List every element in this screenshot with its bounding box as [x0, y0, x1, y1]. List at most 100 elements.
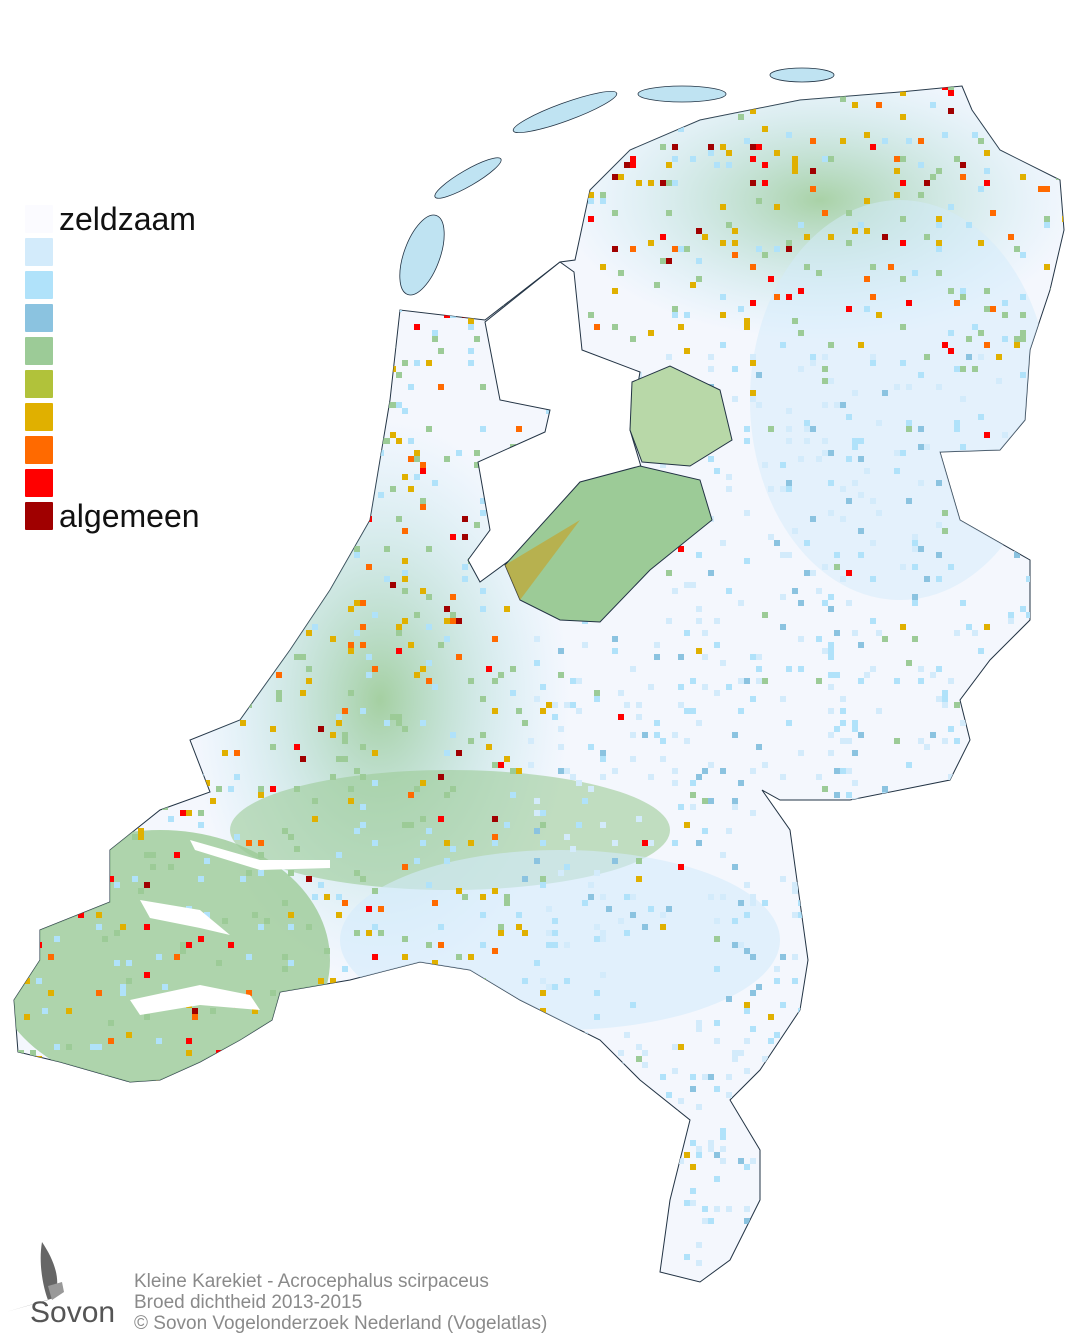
density-cell	[702, 234, 708, 240]
density-cell	[114, 882, 120, 888]
density-cell	[438, 1164, 444, 1170]
density-cell	[600, 756, 606, 762]
density-cell	[954, 1026, 960, 1032]
density-cell	[198, 372, 204, 378]
density-cell	[540, 810, 546, 816]
density-cell	[984, 1140, 990, 1146]
density-cell	[294, 744, 300, 750]
density-cell	[102, 624, 108, 630]
density-cell	[252, 114, 258, 120]
density-cell	[114, 1110, 120, 1116]
density-cell	[1026, 438, 1032, 444]
density-cell	[1044, 264, 1050, 270]
density-cell	[744, 318, 750, 324]
density-cell	[624, 1122, 630, 1128]
density-cell	[996, 900, 1002, 906]
density-cell	[60, 192, 66, 198]
density-cell	[768, 1116, 774, 1122]
density-cell	[750, 264, 756, 270]
density-cell	[588, 1050, 594, 1056]
density-cell	[390, 582, 396, 588]
density-cell	[822, 564, 828, 570]
density-cell	[984, 624, 990, 630]
density-cell	[450, 1116, 456, 1122]
density-cell	[732, 798, 738, 804]
density-cell	[546, 1182, 552, 1188]
density-cell	[384, 258, 390, 264]
density-cell	[1068, 996, 1074, 1002]
density-cell	[918, 426, 924, 432]
density-cell	[492, 996, 498, 1002]
density-cell	[498, 924, 504, 930]
density-cell	[1014, 102, 1020, 108]
density-cell	[738, 1254, 744, 1260]
density-cell	[1038, 354, 1044, 360]
density-cell	[786, 486, 792, 492]
density-cell	[996, 720, 1002, 726]
density-cell	[1020, 138, 1026, 144]
density-cell	[540, 990, 546, 996]
density-cell	[324, 1086, 330, 1092]
density-cell	[408, 456, 414, 462]
density-cell	[1014, 888, 1020, 894]
density-cell	[750, 954, 756, 960]
density-cell	[600, 822, 606, 828]
density-cell	[828, 966, 834, 972]
density-cell	[1020, 86, 1026, 90]
density-cell	[978, 648, 984, 654]
density-cell	[1044, 396, 1050, 402]
density-cell	[132, 468, 138, 474]
density-cell	[810, 360, 816, 366]
density-cell	[360, 402, 366, 408]
density-cell	[594, 324, 600, 330]
density-cell	[156, 954, 162, 960]
density-cell	[450, 168, 456, 174]
density-cell	[648, 1248, 654, 1254]
density-cell	[318, 978, 324, 984]
density-cell	[990, 1152, 996, 1158]
density-cell	[732, 1050, 738, 1056]
density-cell	[396, 624, 402, 630]
density-cell	[18, 1212, 24, 1218]
density-cell	[924, 576, 930, 582]
density-cell	[858, 1044, 864, 1050]
density-cell	[546, 1020, 552, 1026]
density-cell	[828, 378, 834, 384]
density-cell	[498, 672, 504, 678]
density-cell	[354, 870, 360, 876]
density-cell	[534, 696, 540, 702]
density-cell	[900, 1266, 906, 1272]
density-cell	[870, 1206, 876, 1212]
density-cell	[582, 1278, 588, 1282]
density-cell	[1038, 120, 1044, 126]
density-cell	[114, 1092, 120, 1098]
density-cell	[36, 642, 42, 648]
density-cell	[1026, 1254, 1032, 1260]
density-cell	[612, 636, 618, 642]
density-cell	[714, 1206, 720, 1212]
density-cell	[684, 630, 690, 636]
density-cell	[318, 726, 324, 732]
density-cell	[690, 1140, 696, 1146]
density-cell	[858, 1116, 864, 1122]
density-cell	[750, 354, 756, 360]
density-cell	[1014, 756, 1020, 762]
density-cell	[792, 1170, 798, 1176]
density-cell	[444, 126, 450, 132]
density-cell	[696, 276, 702, 282]
density-cell	[66, 750, 72, 756]
density-cell	[474, 120, 480, 126]
density-cell	[450, 1158, 456, 1164]
density-cell	[1044, 186, 1050, 192]
density-cell	[294, 786, 300, 792]
density-cell	[834, 792, 840, 798]
density-cell	[318, 318, 324, 324]
density-cell	[966, 1062, 972, 1068]
density-cell	[576, 822, 582, 828]
density-cell	[354, 1020, 360, 1026]
density-cell	[444, 1068, 450, 1074]
density-cell	[990, 816, 996, 822]
density-cell	[858, 222, 864, 228]
density-cell	[666, 1092, 672, 1098]
density-cell	[1026, 1092, 1032, 1098]
